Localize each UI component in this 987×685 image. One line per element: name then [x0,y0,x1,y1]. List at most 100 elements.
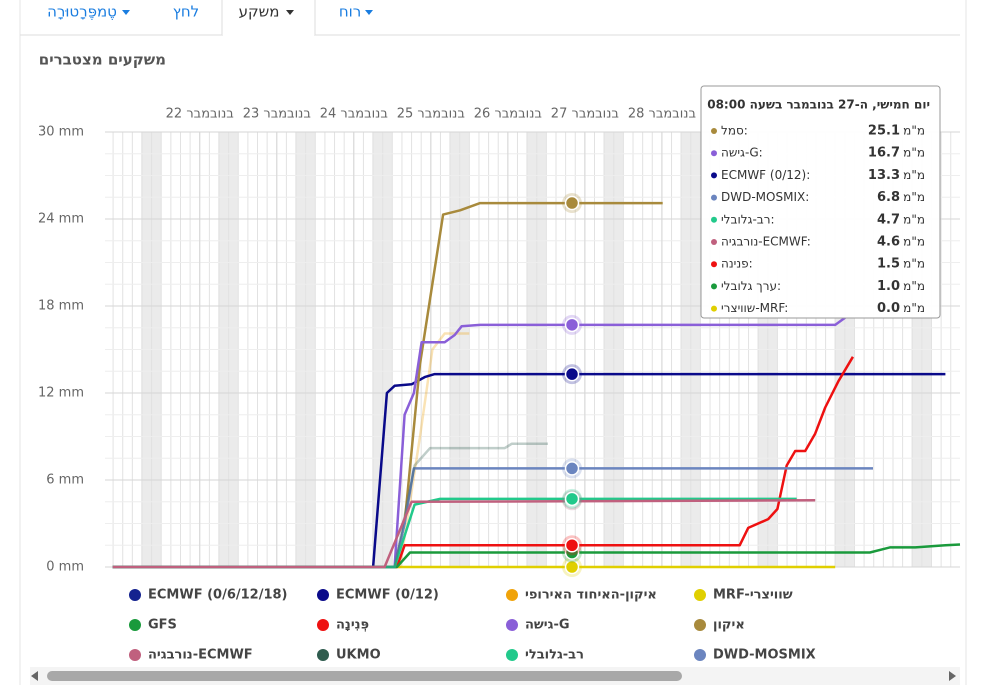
legend-label[interactable]: UKMO [336,648,381,663]
x-tick-label: 23 בנובמבר [243,107,311,122]
series-line [112,316,846,569]
tooltip-unit: מ"מ [903,235,925,249]
x-tick-label: 22 בנובמבר [166,107,234,122]
chart-title: משקעים מצטברים [39,51,166,69]
tooltip-dot [711,216,717,223]
legend-swatch [694,619,706,631]
tooltip-name: גישה-G: [721,146,763,160]
tooltip-value: 1.0 [877,279,900,294]
legend-swatch [506,589,518,601]
tooltip-value: 1.5 [877,257,900,272]
hover-marker [564,538,580,553]
legend-swatch [317,619,329,631]
scroll-thumb[interactable] [47,671,682,681]
legend-label[interactable]: ECMWF (0/6/12/18) [148,588,288,603]
tooltip-unit: מ"מ [903,190,925,204]
series-line [112,499,816,569]
tooltip-name: סמל: [721,124,748,138]
legend-label[interactable]: פְּנִינָה [336,618,369,633]
tooltip-value: 4.6 [877,235,900,250]
x-tick-label: 26 בנובמבר [474,107,542,122]
legend-swatch [129,649,141,661]
tooltip-dot [711,261,717,268]
tooltip-name: ערך גלובלי: [721,279,781,293]
tooltip-value: 6.8 [877,190,900,205]
lines [112,201,961,569]
caret [365,10,373,15]
tab[interactable]: טֶמפֶּרָטוּרָה [47,3,117,21]
tooltip-value: 4.7 [877,212,900,227]
legend-label[interactable]: רב-גלובלי [525,648,584,663]
legend-label[interactable]: איקון-האיחוד האירופי [525,588,657,603]
tooltip-dot [711,172,717,179]
tooltip-name: ECMWF (0/12): [721,168,810,182]
tooltip-name: פנינה: [721,257,753,271]
tooltip-name: נורבגיה-ECMWF: [721,235,811,249]
legend-swatch [317,589,329,601]
series-line [112,356,854,569]
tooltip-unit: מ"מ [903,212,925,226]
tooltip-dot [711,150,717,157]
scroll-left[interactable] [31,671,38,681]
y-tick-label: 0 mm [46,560,84,575]
tooltip-box [700,85,941,319]
hover-marker [564,461,580,476]
series-line [112,543,961,569]
caret [122,10,130,15]
hover-marker [564,559,580,575]
legend-swatch [129,619,141,631]
x-tick-label: 25 בנובמבר [397,107,465,122]
hover-marker [564,195,580,211]
tooltip-value: 0.0 [877,301,900,316]
tooltip-value: 13.3 [868,168,900,183]
legend-swatch [694,589,706,601]
legend-label[interactable]: איקון [713,618,745,633]
scroll-right[interactable] [949,671,956,681]
y-tick-label: 6 mm [46,473,84,488]
tab[interactable]: לחץ [173,3,199,21]
y-tick-label: 24 mm [38,212,84,227]
legend-label[interactable]: גישה-G [525,618,570,633]
hover-marker [564,491,580,507]
tooltip-name: רב-גלובלי: [721,212,775,226]
tooltip-unit: מ"מ [903,168,925,182]
legend-swatch [694,649,706,661]
x-tick-label: 24 בנובמבר [320,107,388,122]
y-tick-label: 18 mm [38,299,84,314]
tooltip-title: יום חמישי, ה-27 בנובמבר בשעה 08:00 [707,98,930,112]
legend-label[interactable]: נורבגיה-ECMWF [148,648,253,663]
caret [286,10,294,15]
legend-label[interactable]: GFS [148,618,177,633]
hover-marker [564,366,580,382]
tooltip-unit: מ"מ [903,124,925,138]
tab[interactable]: רוח [339,3,361,21]
legend-swatch [317,649,329,661]
tooltip-dot [711,128,717,134]
tooltip-unit: מ"מ [903,257,925,271]
legend: MRF-שוויצרי איקון-האיחוד האירופי ECMWF (0/… [129,588,816,663]
tab[interactable]: משקע [239,3,280,21]
legend-swatch [506,649,518,661]
tooltip: יום חמישי, ה-27 בנובמבר בשעה 08:00 סמל: 2… [700,85,941,319]
tooltip-unit: מ"מ [903,146,925,160]
tooltip-unit: מ"מ [903,279,925,293]
legend-label[interactable]: MRF-שוויצרי [713,588,793,603]
hover-markers [562,193,583,577]
tooltip-unit: מ"מ [903,301,925,315]
x-tick-label: 27 בנובמבר [551,107,619,122]
y-tick-label: 30 mm [38,125,84,140]
legend-label[interactable]: DWD-MOSMIX [713,648,816,663]
tooltip-dot [711,239,717,245]
legend-label[interactable]: ECMWF (0/12) [336,588,439,603]
series-line [112,372,946,569]
tooltip-name: DWD-MOSMIX: [721,190,809,204]
tooltip-dot [711,283,717,290]
scrollbar[interactable] [30,667,960,685]
tooltip-value: 16.7 [868,146,900,161]
series-line [112,442,548,569]
tooltip-dot [711,305,717,312]
legend-swatch [129,589,141,601]
x-tick-label: 28 בנובמבר [628,107,696,122]
